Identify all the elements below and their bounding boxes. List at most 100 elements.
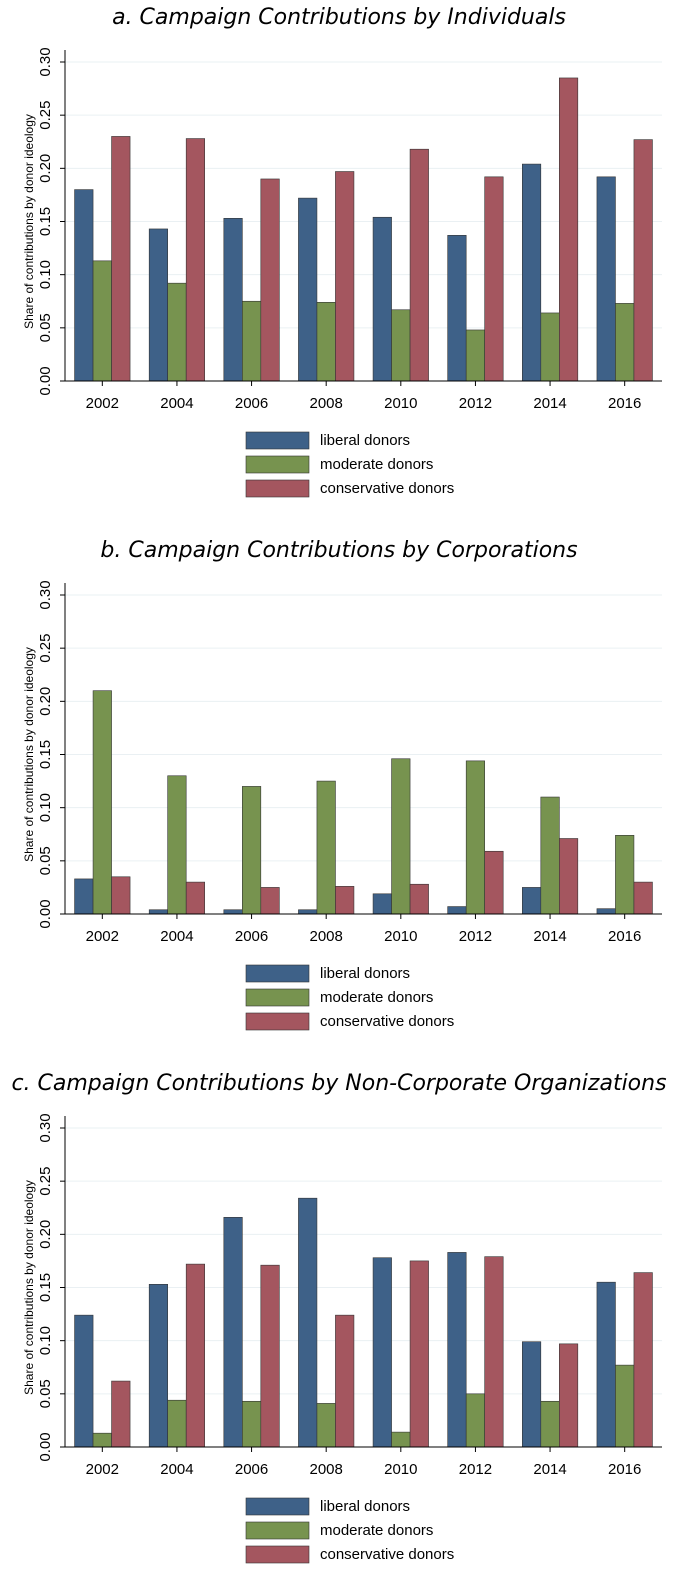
bar — [522, 887, 542, 915]
bar — [596, 1281, 616, 1448]
bar — [372, 1257, 392, 1448]
x-tick-label: 2014 — [533, 395, 566, 412]
bar — [372, 893, 392, 915]
legend-swatch — [245, 1545, 310, 1564]
x-tick-label: 2016 — [608, 395, 641, 412]
y-tick-label: 0.00 — [37, 366, 54, 395]
bar — [111, 1380, 131, 1448]
chart-title: b. Campaign Contributions by Corporation… — [100, 538, 577, 563]
bar — [391, 758, 411, 915]
bar — [522, 163, 542, 382]
x-tick-label: 2012 — [459, 1461, 492, 1478]
legend-swatch — [245, 1497, 310, 1516]
legend-swatch — [245, 1521, 310, 1540]
bar — [615, 303, 635, 382]
y-tick-label: 0.00 — [37, 899, 54, 928]
y-tick-label: 0.30 — [37, 47, 54, 76]
legend-swatch — [245, 479, 310, 498]
bar — [596, 176, 616, 382]
bar — [74, 189, 94, 382]
x-tick-label: 2014 — [533, 1461, 566, 1478]
x-tick-label: 2012 — [459, 928, 492, 945]
legend-swatch — [245, 431, 310, 450]
x-tick-label: 2016 — [608, 1461, 641, 1478]
x-tick-label: 2006 — [235, 1461, 268, 1478]
legend-label: moderate donors — [320, 989, 433, 1006]
bar — [316, 1403, 336, 1448]
bar — [92, 1432, 112, 1448]
y-tick-label: 0.20 — [37, 154, 54, 183]
y-tick-label: 0.15 — [37, 207, 54, 236]
legend-label: conservative donors — [320, 1546, 454, 1563]
bar — [260, 887, 280, 915]
x-tick-label: 2010 — [384, 395, 417, 412]
bar — [167, 282, 187, 382]
bar — [484, 1256, 504, 1448]
bar — [633, 881, 653, 915]
y-tick-label: 0.05 — [37, 1379, 54, 1408]
bar — [167, 1399, 187, 1448]
bar — [409, 148, 429, 382]
y-tick-label: 0.25 — [37, 1167, 54, 1196]
bar — [596, 908, 616, 915]
y-tick-label: 0.05 — [37, 313, 54, 342]
legend-label: moderate donors — [320, 456, 433, 473]
bar — [260, 1264, 280, 1448]
bar — [298, 197, 318, 382]
bar — [223, 1217, 243, 1448]
x-tick-label: 2002 — [86, 395, 119, 412]
legend-swatch — [245, 455, 310, 474]
chart-title: a. Campaign Contributions by Individuals — [112, 5, 566, 30]
bar — [615, 835, 635, 915]
bar — [92, 260, 112, 382]
x-tick-label: 2008 — [310, 928, 343, 945]
x-tick-label: 2012 — [459, 395, 492, 412]
bar — [559, 1343, 579, 1448]
bar — [185, 881, 205, 915]
y-tick-label: 0.10 — [37, 260, 54, 289]
bar — [615, 1364, 635, 1448]
bar — [447, 235, 467, 382]
bar — [409, 883, 429, 915]
bar — [391, 309, 411, 382]
bar — [409, 1260, 429, 1448]
x-tick-label: 2002 — [86, 1461, 119, 1478]
x-tick-label: 2008 — [310, 395, 343, 412]
bar — [447, 906, 467, 915]
x-tick-label: 2008 — [310, 1461, 343, 1478]
bar — [540, 312, 560, 382]
legend-swatch — [245, 964, 310, 983]
y-tick-label: 0.20 — [37, 1220, 54, 1249]
bar — [148, 1284, 168, 1448]
bar — [335, 886, 355, 915]
x-tick-label: 2004 — [160, 1461, 193, 1478]
bar — [148, 909, 168, 915]
x-tick-label: 2016 — [608, 928, 641, 945]
bar — [298, 909, 318, 915]
y-tick-label: 0.30 — [37, 1113, 54, 1142]
bar — [167, 775, 187, 915]
bar — [92, 690, 112, 915]
y-axis-label: Share of contributions by donor ideology — [22, 1180, 36, 1395]
bar — [223, 909, 243, 915]
y-axis-label: Share of contributions by donor ideology — [22, 647, 36, 862]
bar — [484, 176, 504, 382]
y-tick-label: 0.10 — [37, 1326, 54, 1355]
bar — [465, 1393, 485, 1448]
bar — [74, 878, 94, 915]
bar — [242, 1400, 262, 1448]
bar — [185, 138, 205, 382]
bar — [298, 1197, 318, 1448]
legend-label: liberal donors — [320, 1498, 410, 1515]
bar — [74, 1314, 94, 1448]
bar — [633, 1272, 653, 1448]
y-tick-label: 0.15 — [37, 1273, 54, 1302]
legend-label: liberal donors — [320, 965, 410, 982]
bar — [242, 786, 262, 915]
bar — [540, 1400, 560, 1448]
bar — [111, 136, 131, 382]
y-tick-label: 0.25 — [37, 101, 54, 130]
bar — [260, 178, 280, 382]
bar — [223, 218, 243, 382]
y-tick-label: 0.20 — [37, 687, 54, 716]
